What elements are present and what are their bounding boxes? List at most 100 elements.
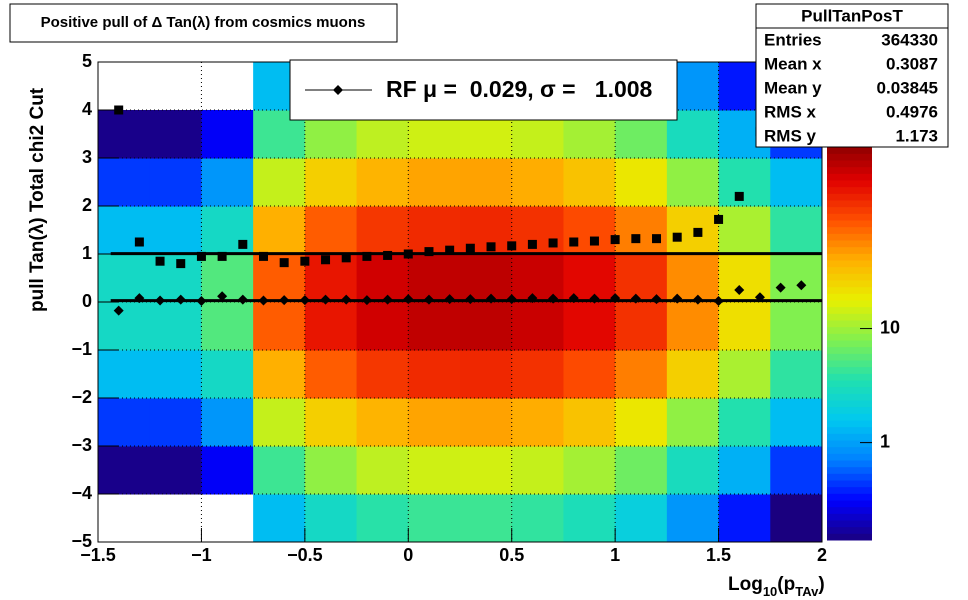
square-marker bbox=[321, 255, 331, 265]
heat-cell bbox=[201, 446, 254, 495]
stats-key: Mean x bbox=[764, 54, 822, 73]
heat-cell bbox=[460, 158, 513, 207]
heat-cell bbox=[615, 158, 668, 207]
heat-cell bbox=[408, 158, 461, 207]
diamond-marker bbox=[734, 285, 745, 295]
diamond-marker bbox=[196, 296, 207, 307]
heat-cell bbox=[666, 254, 720, 303]
diamond-marker bbox=[217, 291, 228, 302]
heat-cell bbox=[304, 398, 358, 447]
diamond-marker bbox=[155, 295, 166, 306]
heat-cell bbox=[511, 494, 564, 543]
square-marker bbox=[362, 251, 372, 261]
x-tick-label: −0.5 bbox=[287, 545, 323, 565]
diamond-marker bbox=[382, 294, 393, 305]
heat-cell bbox=[149, 446, 202, 495]
colorbar-segment bbox=[827, 320, 872, 328]
heat-cell bbox=[356, 254, 409, 303]
diamond-marker bbox=[775, 282, 786, 293]
heat-cell bbox=[304, 206, 358, 255]
colorbar-segment bbox=[827, 173, 872, 181]
square-marker bbox=[734, 191, 744, 201]
square-marker bbox=[652, 234, 662, 244]
square-marker bbox=[445, 245, 455, 255]
legend-label: RF μ = 0.029, σ = 1.008 bbox=[386, 76, 653, 102]
colorbar-segment bbox=[827, 373, 872, 381]
heat-cell bbox=[563, 398, 616, 447]
colorbar-segment bbox=[827, 273, 872, 281]
heat-cell bbox=[98, 302, 151, 351]
colorbar-segment bbox=[827, 426, 872, 434]
heat-cell bbox=[511, 254, 564, 303]
colorbar-segment bbox=[827, 346, 872, 354]
heat-cell bbox=[98, 446, 151, 495]
x-tick-label: 0 bbox=[403, 545, 413, 565]
heat-cell bbox=[408, 398, 461, 447]
heat-cell bbox=[149, 110, 202, 159]
colorbar-segment bbox=[827, 453, 872, 461]
colorbar-segment bbox=[827, 160, 872, 168]
colorbar-segment bbox=[827, 266, 872, 274]
colorbar-segment bbox=[827, 326, 872, 334]
colorbar-segment bbox=[827, 393, 872, 401]
diamond-marker bbox=[630, 293, 641, 304]
heat-cell bbox=[201, 110, 254, 159]
heat-cell bbox=[615, 494, 668, 543]
square-marker bbox=[114, 105, 124, 115]
heat-cell bbox=[201, 350, 254, 399]
square-marker bbox=[300, 256, 310, 266]
plot-area bbox=[97, 61, 823, 543]
x-axis-label: Log10(pTAv) bbox=[728, 574, 825, 599]
diamond-marker bbox=[113, 305, 124, 316]
heat-cell bbox=[201, 254, 254, 303]
colorbar-segment bbox=[827, 406, 872, 414]
stats-value: 0.4976 bbox=[886, 102, 938, 121]
diamond-marker bbox=[134, 293, 145, 304]
heat-cell bbox=[408, 446, 461, 495]
x-tick-label: −1.5 bbox=[80, 545, 116, 565]
stats-value: 1.173 bbox=[895, 126, 938, 145]
x-tick-label: 1.5 bbox=[706, 545, 731, 565]
heat-cell bbox=[408, 254, 461, 303]
square-marker bbox=[569, 237, 579, 247]
colorbar-segment bbox=[827, 226, 872, 234]
colorbar-segment bbox=[827, 153, 872, 161]
colorbar-segment bbox=[827, 520, 872, 528]
colorbar-segment bbox=[827, 353, 872, 361]
heat-cell bbox=[356, 494, 409, 543]
heat-cell bbox=[408, 494, 461, 543]
colorbar-segment bbox=[827, 460, 872, 468]
heat-cell bbox=[666, 398, 720, 447]
heat-cell bbox=[718, 350, 771, 399]
heat-cell bbox=[460, 398, 513, 447]
colorbar-segment bbox=[827, 526, 872, 534]
square-marker bbox=[341, 253, 351, 263]
heat-cell bbox=[615, 206, 668, 255]
diamond-marker bbox=[341, 294, 352, 305]
stats-value: 0.03845 bbox=[877, 78, 938, 97]
diamond-marker bbox=[175, 294, 186, 305]
heat-cell bbox=[304, 302, 358, 351]
heat-cell bbox=[304, 446, 358, 495]
diamond-marker bbox=[796, 280, 807, 291]
heat-cell bbox=[253, 302, 306, 351]
colorbar-tick-label: 10 bbox=[880, 317, 900, 337]
colorbar-segment bbox=[827, 480, 872, 488]
heat-cell bbox=[718, 494, 771, 543]
square-marker bbox=[631, 234, 641, 244]
heat-cell bbox=[304, 494, 358, 543]
colorbar-segment bbox=[827, 253, 872, 261]
legend-marker bbox=[333, 85, 343, 95]
diamond-marker bbox=[713, 296, 724, 307]
square-marker bbox=[176, 259, 186, 269]
diamond-marker bbox=[589, 293, 600, 304]
chart-title: Positive pull of Δ Tan(λ) from cosmics m… bbox=[41, 14, 366, 31]
colorbar-segment bbox=[827, 446, 872, 454]
heat-cell bbox=[718, 158, 771, 207]
diamond-marker bbox=[444, 294, 455, 305]
colorbar-segment bbox=[827, 193, 872, 201]
colorbar-segment bbox=[827, 200, 872, 208]
square-marker bbox=[217, 251, 227, 261]
square-marker bbox=[486, 242, 496, 252]
colorbar-segment bbox=[827, 166, 872, 174]
